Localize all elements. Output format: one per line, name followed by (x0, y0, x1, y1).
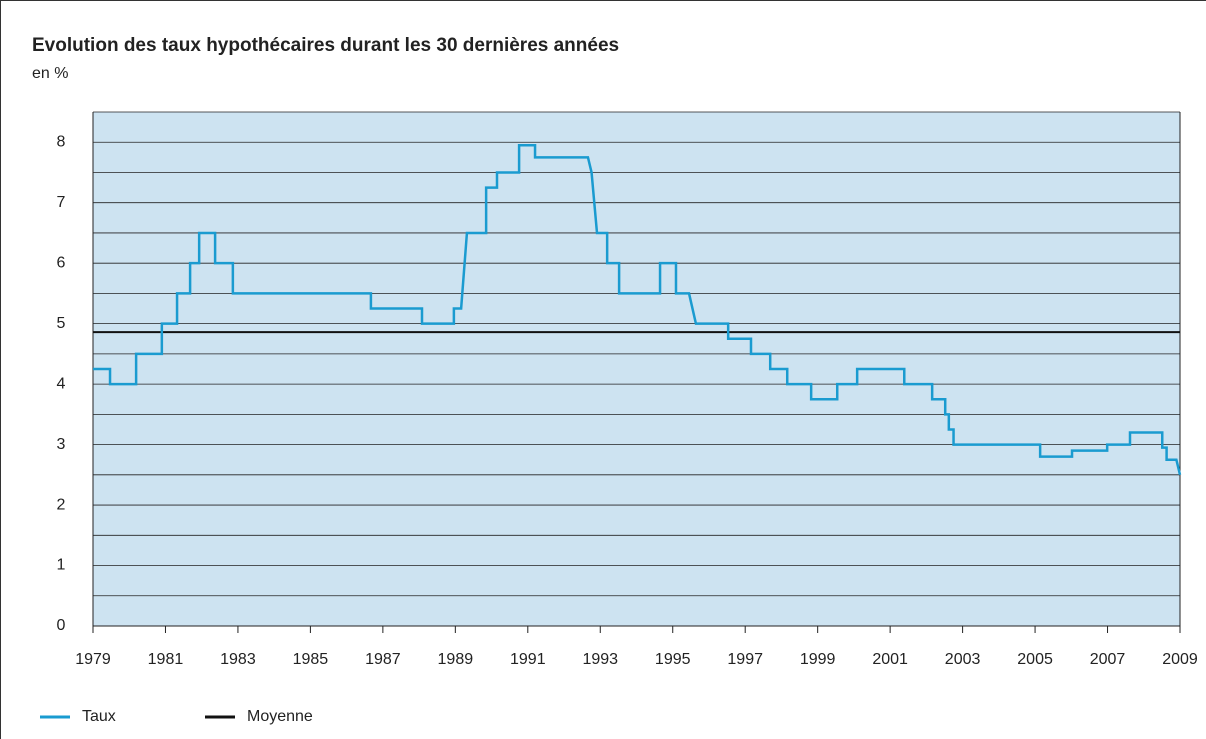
x-tick-label: 1989 (438, 651, 474, 668)
y-tick-label: 2 (57, 496, 66, 513)
x-tick-label: 2009 (1162, 651, 1198, 668)
x-tick-label: 1993 (582, 651, 618, 668)
x-tick-label: 2007 (1090, 651, 1126, 668)
y-tick-label: 6 (57, 254, 66, 271)
y-tick-label: 0 (57, 617, 66, 634)
x-tick-label: 1985 (293, 651, 329, 668)
legend-label: Moyenne (247, 708, 313, 725)
plot-background (93, 112, 1180, 626)
x-tick-label: 1999 (800, 651, 836, 668)
chart-title: Evolution des taux hypothécaires durant … (32, 35, 619, 56)
x-tick-label: 1981 (148, 651, 184, 668)
x-tick-label: 1997 (727, 651, 763, 668)
x-tick-label: 1995 (655, 651, 691, 668)
chart-subtitle: en % (32, 65, 68, 82)
y-tick-label: 7 (57, 194, 66, 211)
x-tick-label: 2003 (945, 651, 981, 668)
y-tick-label: 8 (57, 133, 66, 150)
x-tick-label: 1979 (75, 651, 111, 668)
x-tick-label: 2005 (1017, 651, 1053, 668)
series-line (93, 144, 1182, 476)
y-tick-label: 5 (57, 315, 66, 332)
y-tick-label: 3 (57, 436, 66, 453)
y-tick-label: 1 (57, 557, 66, 574)
y-tick-label: 4 (57, 375, 66, 392)
legend-label: Taux (82, 708, 116, 725)
x-tick-label: 1987 (365, 651, 401, 668)
x-tick-label: 2001 (872, 651, 908, 668)
x-tick-label: 1983 (220, 651, 256, 668)
x-tick-label: 1991 (510, 651, 546, 668)
